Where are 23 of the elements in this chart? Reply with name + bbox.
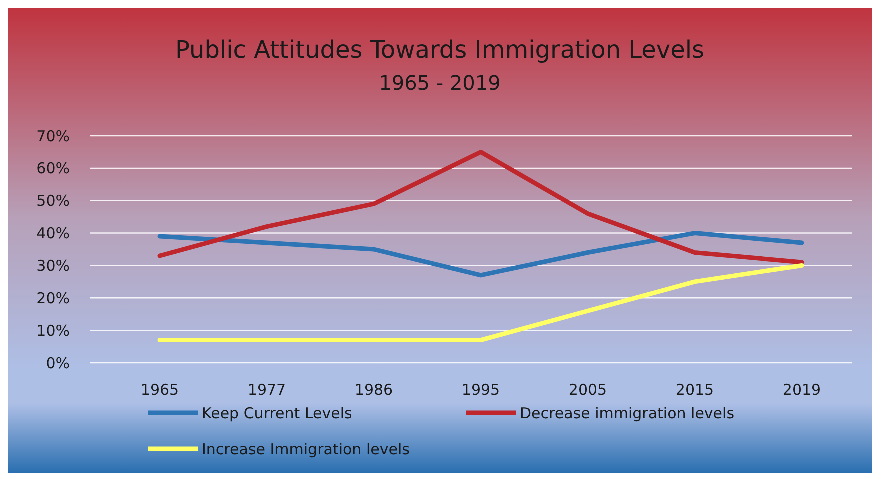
x-tick-label: 1977: [248, 381, 286, 399]
x-tick-label: 1965: [140, 381, 180, 399]
x-tick-label: 1986: [354, 381, 394, 399]
x-tick-label: 1995: [462, 381, 500, 399]
legend-label: Increase Immigration levels: [202, 440, 410, 458]
y-tick-label: 50%: [36, 192, 70, 210]
legend-label: Keep Current Levels: [202, 404, 353, 422]
y-tick-label: 0%: [46, 354, 70, 372]
legend-label: Decrease immigration levels: [520, 404, 735, 422]
y-tick-label: 40%: [36, 224, 70, 243]
chart-title: Public Attitudes Towards Immigration Levels: [175, 36, 705, 64]
x-tick-label: 2015: [676, 381, 714, 399]
line-series: [158, 150, 804, 265]
y-tick-label: 60%: [36, 160, 70, 178]
x-tick-label: 2005: [568, 381, 608, 399]
x-tick-label: 2019: [782, 381, 822, 399]
y-tick-label: 10%: [36, 322, 70, 340]
y-tick-label: 20%: [36, 289, 70, 308]
y-tick-label: 30%: [36, 256, 70, 275]
chart-subtitle: 1965 - 2019: [379, 71, 501, 95]
y-tick-label: 70%: [36, 127, 70, 146]
line-series: [158, 263, 804, 343]
line-series: [158, 231, 804, 278]
